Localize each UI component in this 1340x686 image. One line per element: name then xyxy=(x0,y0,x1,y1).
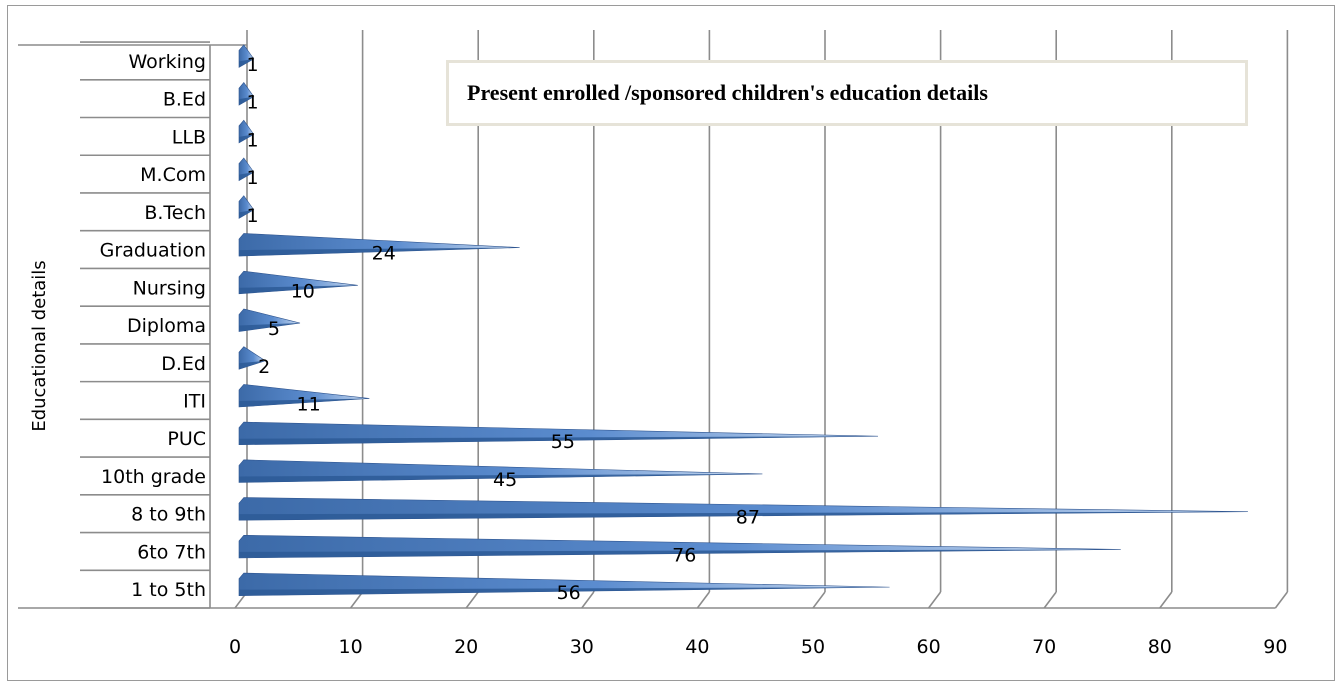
chart-frame: 0 10 20 30 40 50 60 70 80 90 1 to 5th 56 6to 7th 76 8 … xyxy=(7,5,1335,681)
bar-shade-LLB xyxy=(239,134,254,143)
category-label-ITI: ITI xyxy=(183,390,206,412)
data-label-LLB: 1 xyxy=(247,129,259,151)
category-label-8 to 9th: 8 to 9th xyxy=(131,504,206,526)
category-label-Graduation: Graduation xyxy=(100,240,206,262)
chart-title-box: Present enrolled /sponsored children's e… xyxy=(446,60,1248,126)
bar-shade-B.Ed xyxy=(239,96,254,106)
data-label-1 to 5th: 56 xyxy=(557,582,581,604)
data-label-Graduation: 24 xyxy=(372,243,396,265)
x-tick-label-30: 30 xyxy=(570,636,594,658)
bar-shade-M.Com xyxy=(239,172,254,181)
data-label-8 to 9th: 87 xyxy=(736,507,760,529)
data-label-B.Ed: 1 xyxy=(247,92,259,114)
x-tick-label-70: 70 xyxy=(1032,636,1056,658)
category-label-M.Com: M.Com xyxy=(140,164,206,186)
floor-edge-30 xyxy=(581,591,595,609)
category-label-6to 7th: 6to 7th xyxy=(137,541,206,563)
category-label-PUC: PUC xyxy=(167,428,206,450)
category-label-B.Tech: B.Tech xyxy=(144,202,206,224)
x-tick-label-50: 50 xyxy=(801,636,825,658)
category-label-B.Ed: B.Ed xyxy=(163,89,206,111)
labels-layer: 0 10 20 30 40 50 60 70 80 90 1 to 5th 56 6to 7th 76 8 … xyxy=(100,51,1288,658)
data-label-Working: 1 xyxy=(247,54,259,76)
bar-shade-Graduation xyxy=(239,247,520,257)
x-tick-label-0: 0 xyxy=(229,636,241,658)
chart-title: Present enrolled /sponsored children's e… xyxy=(467,80,988,105)
floor-edge-80 xyxy=(1159,591,1173,609)
bar-shade-D.Ed xyxy=(239,360,266,370)
floor-edge-40 xyxy=(696,591,711,609)
floor-edge-50 xyxy=(812,591,826,609)
category-label-10th grade: 10th grade xyxy=(101,466,206,488)
data-label-Nursing: 10 xyxy=(291,280,315,302)
y-axis-title: Educational details xyxy=(29,260,50,431)
data-label-10th grade: 45 xyxy=(493,469,517,491)
data-label-B.Tech: 1 xyxy=(247,205,259,227)
x-tick-label-60: 60 xyxy=(917,636,941,658)
bar-shade-Working xyxy=(239,58,254,68)
data-label-M.Com: 1 xyxy=(247,167,259,189)
x-tick-label-80: 80 xyxy=(1148,636,1172,658)
bar-shade-6to 7th xyxy=(239,549,1121,558)
bar-shade-8 to 9th xyxy=(239,511,1248,521)
category-label-Diploma: Diploma xyxy=(127,315,206,337)
bars-layer xyxy=(238,44,1248,596)
chart-svg: 0 10 20 30 40 50 60 70 80 90 1 to 5th 56 6to 7th 76 8 … xyxy=(18,30,1289,658)
category-label-Nursing: Nursing xyxy=(133,277,206,299)
bar-shade-ITI xyxy=(239,398,370,407)
bar-shade-B.Tech xyxy=(239,209,254,219)
data-label-PUC: 55 xyxy=(551,431,575,453)
floor-edge-60 xyxy=(927,591,942,609)
x-tick-label-10: 10 xyxy=(339,636,363,658)
x-tick-label-90: 90 xyxy=(1263,636,1287,658)
bar-shade-PUC xyxy=(239,436,878,445)
data-label-ITI: 11 xyxy=(296,393,320,415)
category-label-LLB: LLB xyxy=(172,126,206,148)
bar-shade-Diploma xyxy=(239,323,300,332)
data-label-6to 7th: 76 xyxy=(672,544,696,566)
bar-shade-Nursing xyxy=(239,285,358,294)
floor-edge-20 xyxy=(465,591,479,609)
floor-edge-10 xyxy=(349,591,364,609)
x-tick-label-40: 40 xyxy=(685,636,709,658)
data-label-D.Ed: 2 xyxy=(258,356,270,378)
bar-shade-1 to 5th xyxy=(239,587,890,596)
x-tick-label-20: 20 xyxy=(454,636,478,658)
bar-shade-10th grade xyxy=(239,473,763,483)
floor-edge-70 xyxy=(1043,591,1057,609)
data-label-Diploma: 5 xyxy=(268,318,280,340)
floor-edge-90 xyxy=(1274,591,1289,609)
category-label-1 to 5th: 1 to 5th xyxy=(131,579,206,601)
category-label-D.Ed: D.Ed xyxy=(161,353,206,375)
category-label-Working: Working xyxy=(129,51,207,73)
